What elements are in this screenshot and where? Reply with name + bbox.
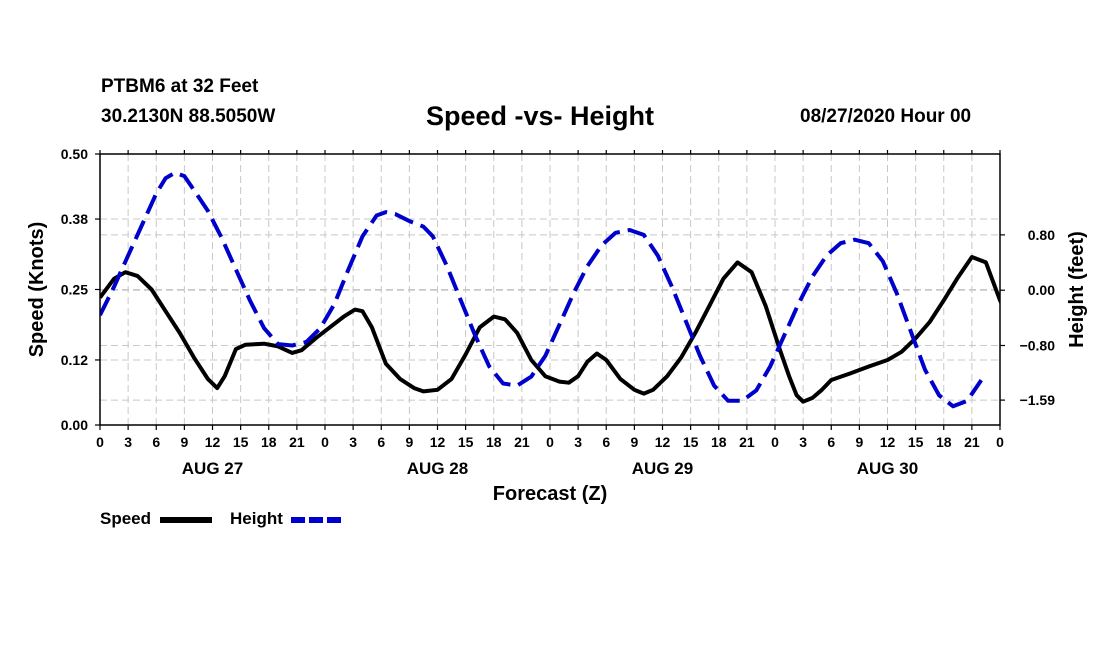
x-tick-label: 21	[289, 434, 305, 450]
x-tick-label: 3	[124, 434, 132, 450]
x-tick-label: 18	[261, 434, 277, 450]
coordinates-label: 30.2130N 88.5050W	[101, 106, 276, 127]
speed-series-line	[100, 255, 1000, 404]
axis-layer	[95, 150, 1005, 430]
legend-height-label: Height	[230, 509, 283, 528]
grid-layer	[100, 154, 1000, 425]
y-left-tick-label: 0.38	[61, 211, 88, 227]
x-tick-label: 6	[377, 434, 385, 450]
x-tick-label: 9	[405, 434, 413, 450]
x-tick-label: 3	[799, 434, 807, 450]
y-right-tick-label: 0.00	[1028, 282, 1055, 298]
day-label: AUG 28	[407, 459, 468, 478]
x-tick-label: 15	[683, 434, 699, 450]
x-tick-label: 0	[546, 434, 554, 450]
y-left-tick-label: 0.50	[61, 146, 88, 162]
x-tick-label: 0	[321, 434, 329, 450]
x-tick-label: 15	[233, 434, 249, 450]
x-tick-label: 21	[964, 434, 980, 450]
y-left-axis-title: Speed (Knots)	[26, 222, 48, 358]
y-right-tick-label: −1.59	[1020, 392, 1056, 408]
x-tick-label: 15	[458, 434, 474, 450]
x-tick-label: 9	[855, 434, 863, 450]
y-left-tick-label: 0.25	[61, 282, 88, 298]
x-tick-label: 3	[574, 434, 582, 450]
x-tick-label: 12	[205, 434, 221, 450]
x-tick-label: 6	[602, 434, 610, 450]
x-tick-label: 21	[514, 434, 530, 450]
x-tick-label: 0	[96, 434, 104, 450]
y-right-axis-title: Height (feet)	[1066, 231, 1088, 348]
x-tick-label: 12	[880, 434, 896, 450]
chart-title: Speed -vs- Height	[426, 101, 655, 131]
y-left-tick-label: 0.00	[61, 417, 88, 433]
x-axis-title: Forecast (Z)	[493, 483, 607, 505]
x-tick-label: 21	[739, 434, 755, 450]
legend-speed-swatch	[160, 517, 212, 523]
x-tick-label: 9	[180, 434, 188, 450]
legend-speed-label: Speed	[100, 509, 152, 528]
plot-frame	[99, 153, 1001, 426]
x-tick-label: 0	[996, 434, 1004, 450]
y-right-tick-label: −0.80	[1020, 337, 1056, 353]
label-layer: 0 3 6 9 12 15 18 21 0 3 6 9 12 15 18 21 0 3 6 9 12 15 18 21 0 3 6 9…	[26, 146, 1088, 505]
x-tick-label: 3	[349, 434, 357, 450]
y-right-tick-label: 0.80	[1028, 227, 1055, 243]
day-label: AUG 30	[857, 459, 918, 478]
x-tick-label: 18	[486, 434, 502, 450]
x-tick-label: 6	[152, 434, 160, 450]
day-label: AUG 27	[182, 459, 243, 478]
forecast-run-label: 08/27/2020 Hour 00	[800, 106, 972, 127]
x-tick-label: 0	[771, 434, 779, 450]
height-series-line	[100, 170, 983, 409]
y-left-tick-label: 0.12	[61, 352, 88, 368]
series-layer	[100, 170, 1000, 409]
x-tick-label: 12	[430, 434, 446, 450]
station-label: PTBM6 at 32 Feet	[101, 76, 259, 97]
x-tick-label: 6	[827, 434, 835, 450]
x-tick-label: 18	[711, 434, 727, 450]
x-tick-label: 12	[655, 434, 671, 450]
day-label: AUG 29	[632, 459, 693, 478]
legend-height-swatch	[291, 517, 343, 523]
x-tick-label: 9	[630, 434, 638, 450]
x-tick-label: 15	[908, 434, 924, 450]
x-tick-label: 18	[936, 434, 952, 450]
